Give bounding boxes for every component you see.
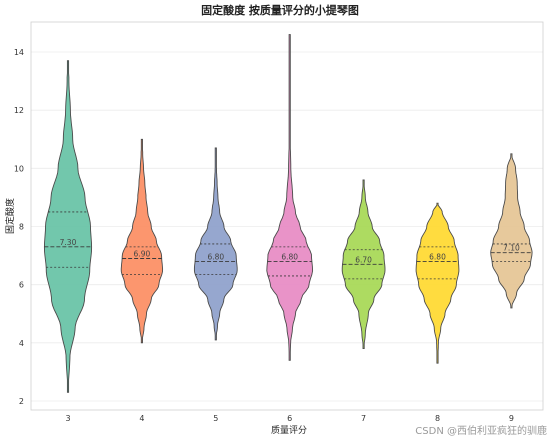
median-label: 6.80 bbox=[429, 252, 446, 261]
plot-frame bbox=[30, 21, 544, 411]
x-tick-label: 8 bbox=[435, 414, 440, 423]
y-tick-label: 8 bbox=[19, 223, 24, 232]
violin-body bbox=[266, 34, 314, 361]
y-tick-label: 2 bbox=[19, 397, 24, 406]
y-axis: 2 4 6 8 10 12 14 bbox=[14, 48, 24, 406]
x-tick-label: 5 bbox=[213, 414, 218, 423]
median-label: 6.80 bbox=[207, 252, 224, 261]
violin-body bbox=[490, 153, 533, 309]
x-tick-label: 3 bbox=[65, 414, 70, 423]
y-tick-label: 6 bbox=[19, 281, 24, 290]
violin-7: 6.70 bbox=[341, 179, 386, 350]
violins: 7.30 6.90 6.80 6.80 6.70 6.80 7.10 bbox=[43, 34, 533, 393]
x-axis: 3 4 5 6 7 8 9 bbox=[65, 414, 513, 423]
x-tick-label: 9 bbox=[509, 414, 514, 423]
median-label: 7.10 bbox=[503, 244, 520, 253]
x-tick-label: 7 bbox=[361, 414, 366, 423]
violin-6: 6.80 bbox=[266, 34, 314, 361]
violin-9: 7.10 bbox=[490, 153, 533, 309]
watermark: CSDN @西伯利亚疯狂的驯鹿 bbox=[415, 426, 547, 437]
violin-4: 6.90 bbox=[120, 138, 164, 344]
y-tick-label: 4 bbox=[19, 339, 24, 348]
violin-8: 6.80 bbox=[415, 202, 460, 364]
median-label: 6.80 bbox=[281, 252, 298, 261]
y-tick-label: 12 bbox=[14, 106, 24, 115]
violin-body bbox=[415, 202, 460, 364]
median-label: 6.90 bbox=[134, 249, 151, 258]
y-tick-label: 14 bbox=[14, 48, 24, 57]
violin-body bbox=[43, 60, 93, 393]
violin-body bbox=[120, 138, 164, 344]
chart-title: 固定酸度 按质量评分的小提琴图 bbox=[201, 3, 359, 17]
y-axis-label: 固定酸度 bbox=[4, 198, 16, 234]
violin-body bbox=[193, 147, 238, 341]
x-tick-label: 4 bbox=[139, 414, 144, 423]
violin-3: 7.30 bbox=[43, 60, 93, 393]
x-tick-label: 6 bbox=[287, 414, 292, 423]
median-label: 6.70 bbox=[355, 255, 372, 264]
x-axis-label: 质量评分 bbox=[271, 424, 307, 436]
y-tick-label: 10 bbox=[14, 164, 24, 173]
violin-5: 6.80 bbox=[193, 147, 238, 341]
median-label: 7.30 bbox=[60, 238, 77, 247]
